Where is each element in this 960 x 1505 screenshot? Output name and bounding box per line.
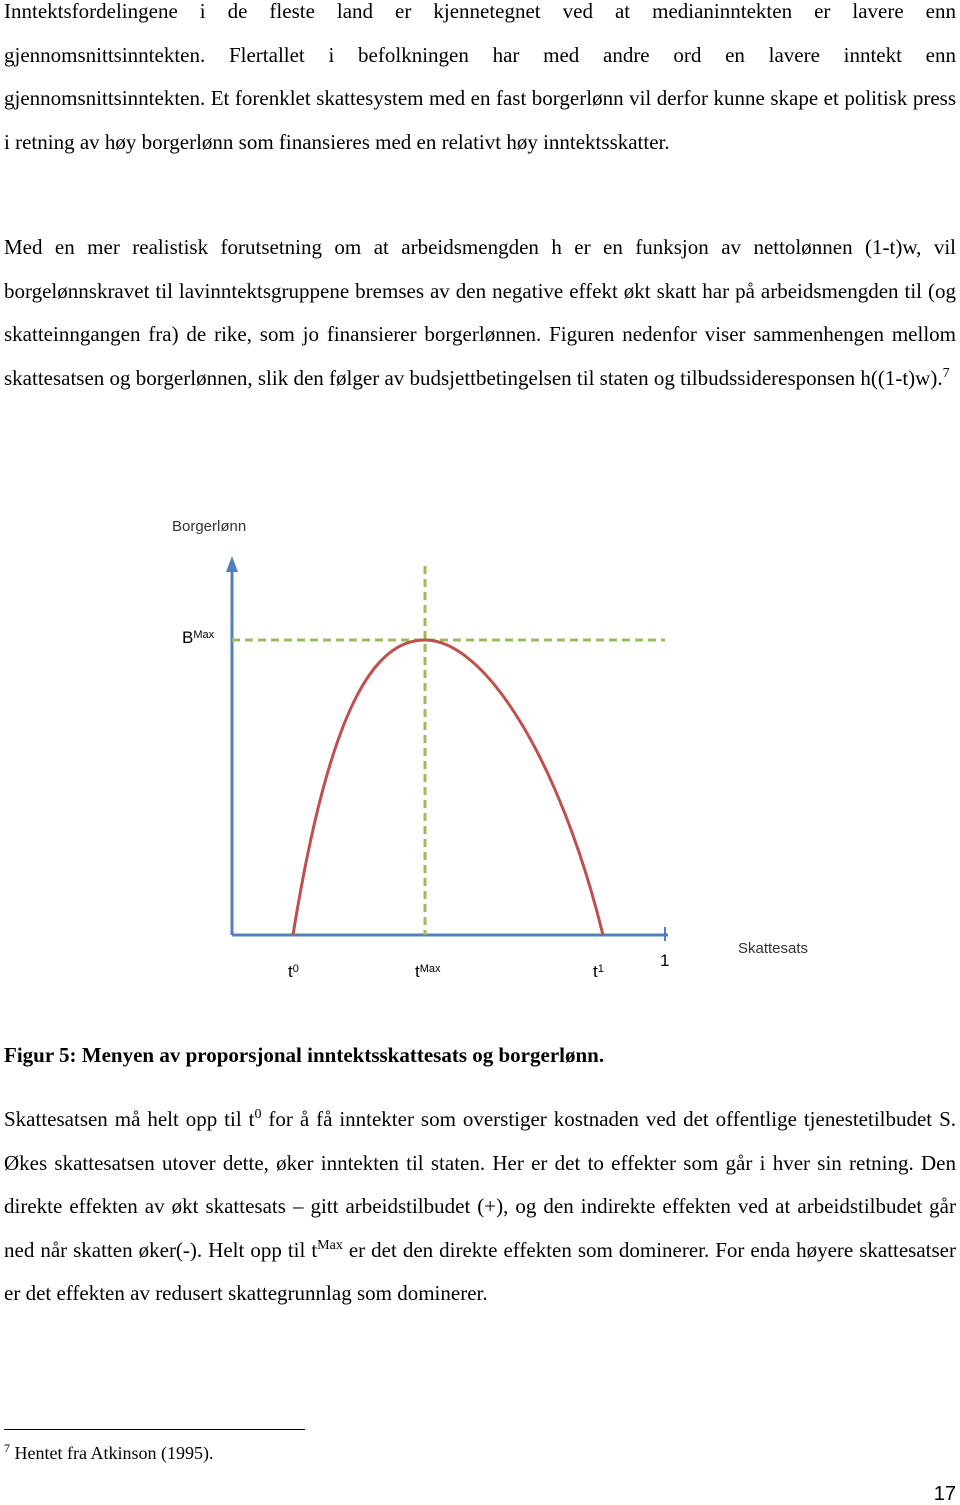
paragraph: Skattesatsen må helt opp til t0 for å få… (4, 1098, 956, 1316)
one-label: 1 (660, 951, 669, 970)
label-sup: Max (420, 963, 441, 975)
t0-label: t0 (288, 962, 299, 981)
footnote-ref: 7 (942, 365, 950, 381)
paragraph: Inntektsfordelingene i de fleste land er… (4, 0, 956, 154)
label-base: t (593, 962, 598, 981)
footnote-rule (4, 1429, 305, 1430)
label-base: B (182, 628, 193, 647)
caption: Figur 5: Menyen av proporsjonal inntekts… (4, 1043, 605, 1067)
paragraph-text: er det den direkte effekten som dominere… (4, 1237, 957, 1306)
label-base: t (415, 962, 420, 981)
tmax-label: tMax (415, 962, 441, 981)
t1-label: t1 (593, 962, 604, 981)
sup: Max (317, 1237, 343, 1253)
label-sup: 0 (293, 963, 299, 975)
label-sup: 1 (598, 963, 604, 975)
label-sup: Max (193, 629, 214, 641)
label-base: t (288, 962, 293, 981)
curve (291, 638, 605, 936)
page-number: 17 (933, 1483, 956, 1505)
axis-arrow (226, 556, 238, 572)
paragraph-text: Med en mer realistisk forutsetning om at… (4, 235, 956, 390)
x-axis-label: Skattesats (738, 940, 808, 957)
figure: Borgerlønn Skattesats BMax t0 tMax t1 1 (172, 518, 808, 981)
footnote-number: 7 (4, 1441, 10, 1455)
paragraph-text: Skattesatsen må helt opp til t (4, 1107, 255, 1131)
b-max-label: BMax (182, 628, 215, 647)
y-axis-label: Borgerlønn (172, 518, 246, 535)
sup: 0 (254, 1107, 262, 1122)
footnote-text: Hentet fra Atkinson (1995). (10, 1443, 214, 1463)
paragraph-text: for å få inntekter som overstiger kostna… (4, 1107, 957, 1262)
paragraph: Med en mer realistisk forutsetning om at… (4, 226, 956, 400)
footnote: 7 Hentet fra Atkinson (1995). (4, 1441, 214, 1464)
